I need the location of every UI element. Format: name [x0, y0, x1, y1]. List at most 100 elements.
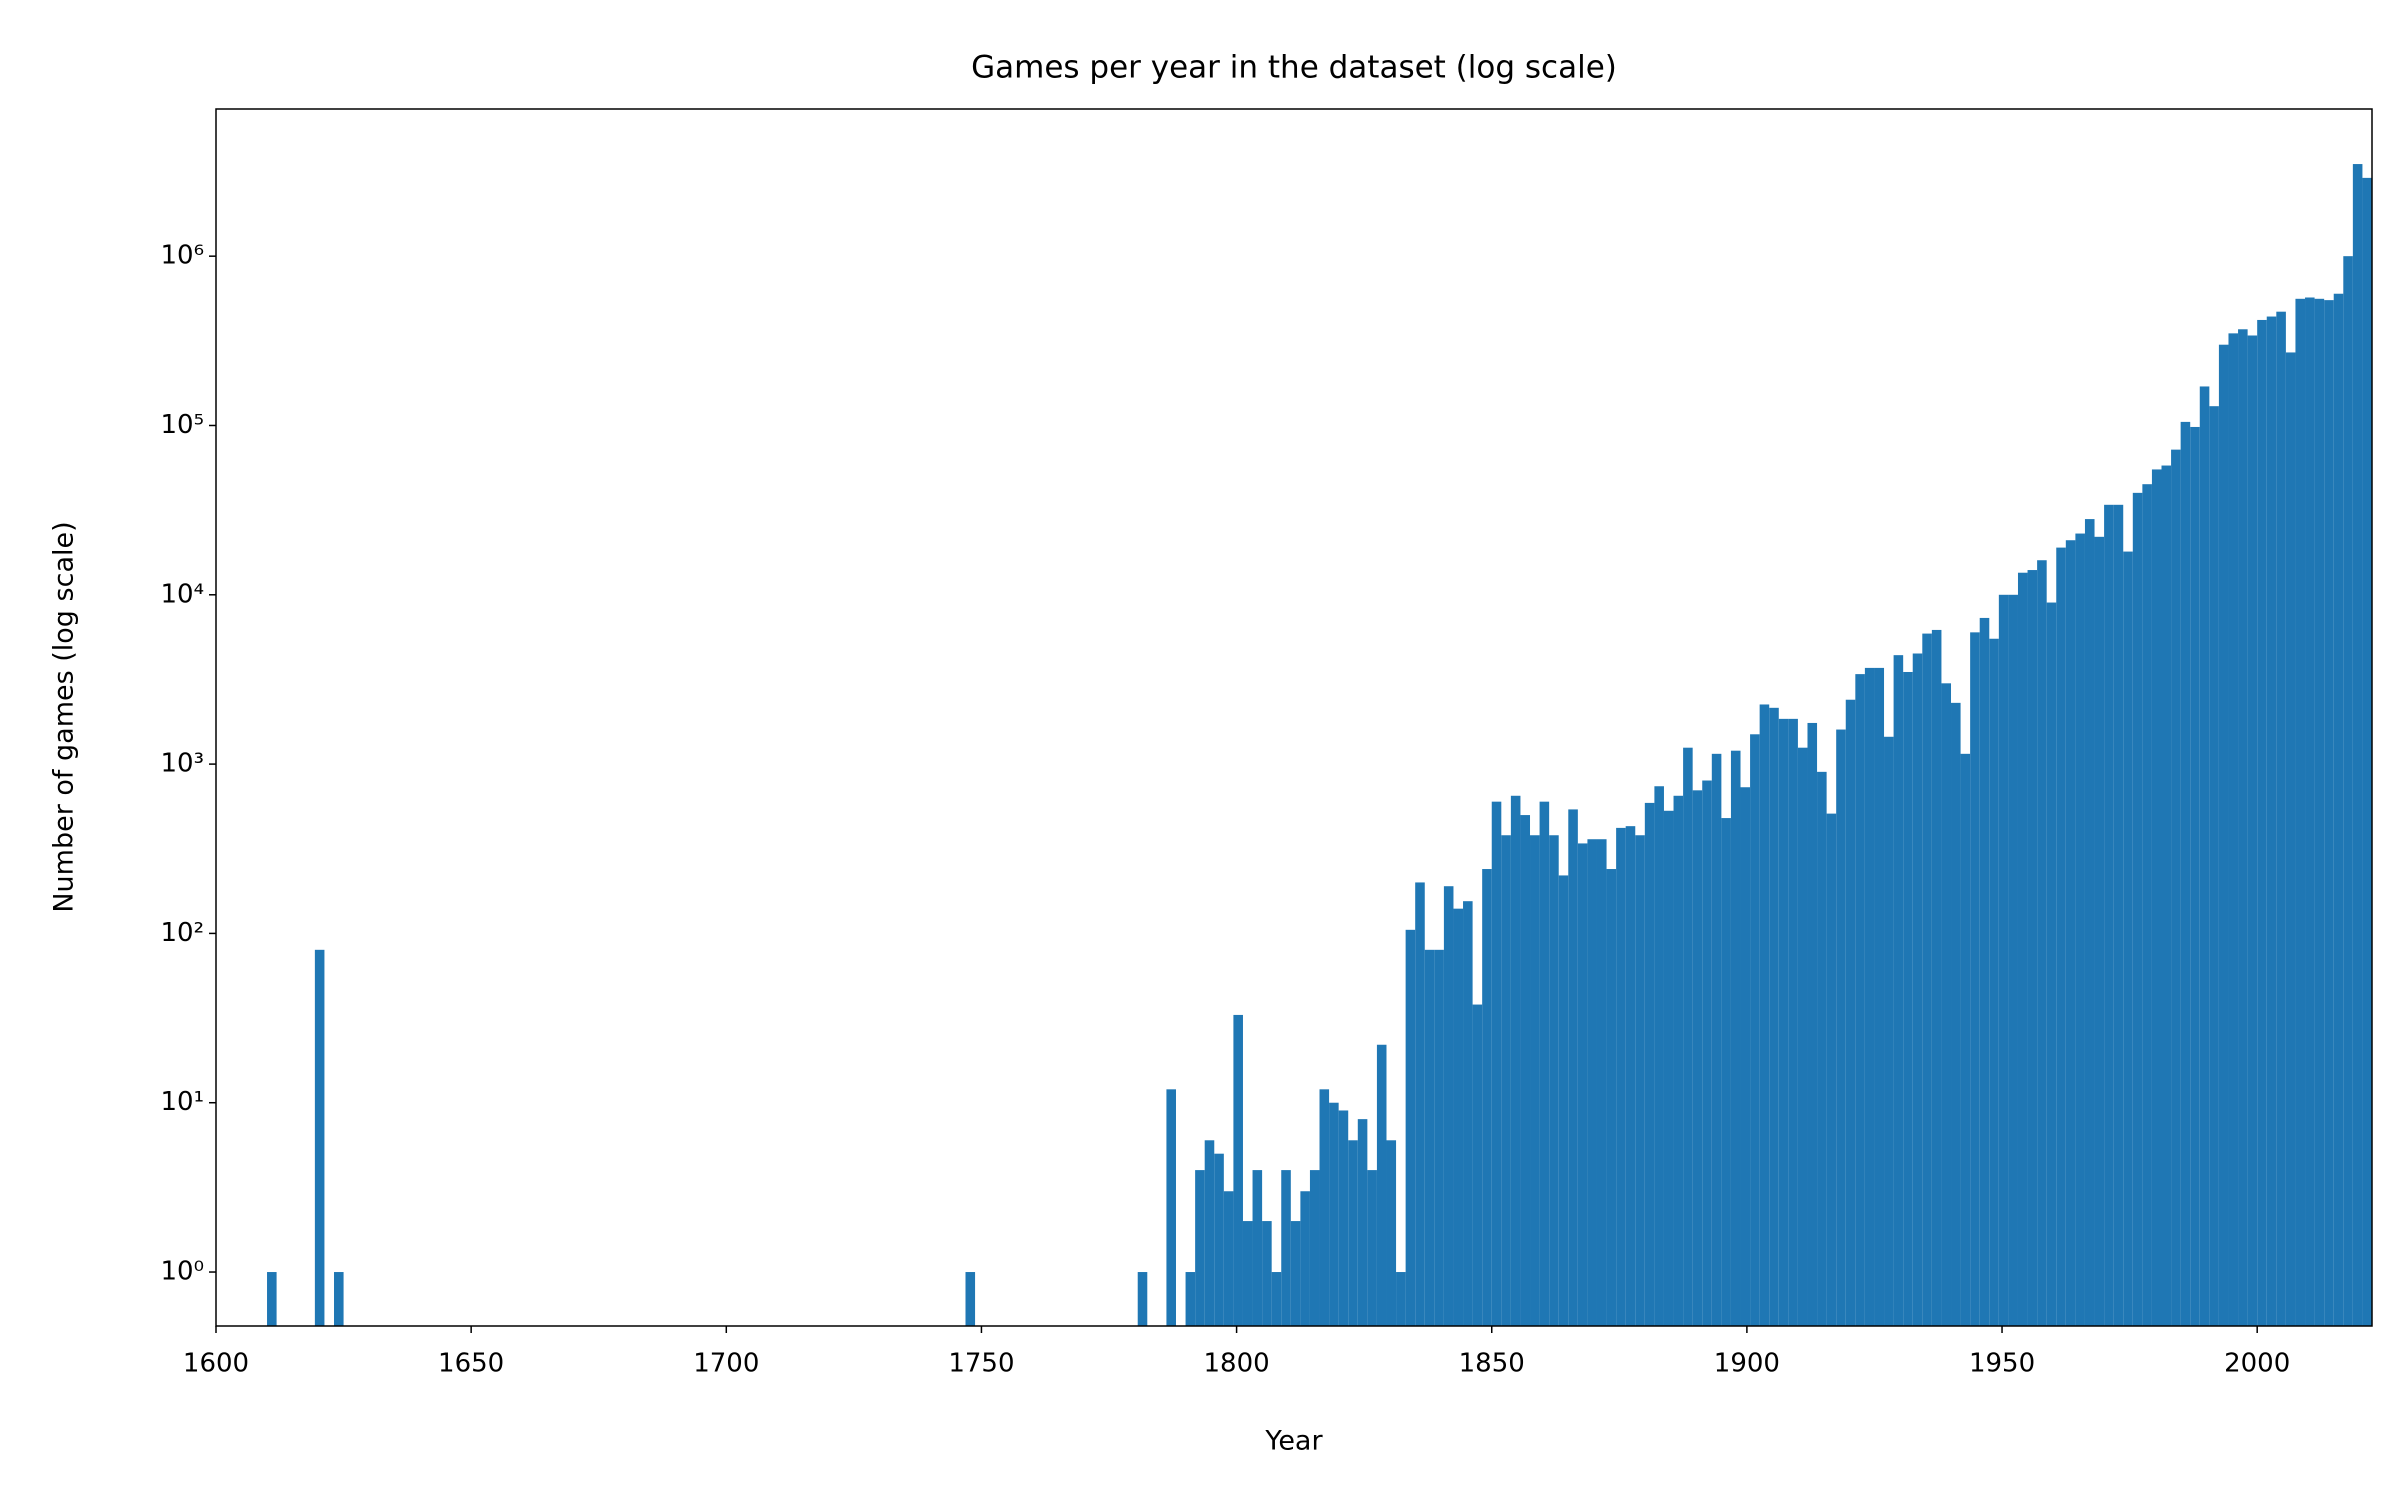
- bar: [1721, 818, 1731, 1326]
- bar: [1185, 1272, 1196, 1326]
- bar: [1501, 835, 1511, 1326]
- bar: [1606, 869, 1617, 1326]
- x-tick-label: 1900: [1714, 1349, 1780, 1379]
- bar: [1252, 1170, 1263, 1326]
- bar: [1845, 699, 1856, 1326]
- bar: [2190, 426, 2200, 1327]
- bar: [1692, 790, 1703, 1326]
- bar: [1510, 795, 1521, 1326]
- bar: [2343, 256, 2353, 1326]
- bar: [1797, 747, 1808, 1326]
- bar: [1711, 753, 1722, 1326]
- bar: [2171, 449, 2181, 1327]
- bar: [2104, 504, 2114, 1326]
- x-tick-label: 2000: [2224, 1349, 2290, 1379]
- bar: [1730, 750, 1741, 1326]
- bar: [1396, 1272, 1406, 1326]
- bar: [1836, 729, 1846, 1326]
- bar: [1960, 753, 1971, 1326]
- bar: [1951, 702, 1961, 1326]
- bar: [314, 949, 325, 1326]
- bar: [2352, 164, 2363, 1327]
- bar: [1290, 1221, 1301, 1326]
- bar: [2218, 344, 2229, 1326]
- bar: [1750, 734, 1760, 1326]
- bar: [1376, 1044, 1387, 1326]
- bar: [1405, 929, 1416, 1326]
- bar: [2295, 298, 2306, 1327]
- bar: [2276, 311, 2286, 1326]
- bar: [1434, 949, 1444, 1326]
- bar: [1348, 1140, 1358, 1326]
- bar: [1386, 1140, 1397, 1326]
- y-tick-label: 10⁰: [160, 1257, 204, 1287]
- bar: [1472, 1004, 1483, 1326]
- bar: [1970, 632, 1980, 1326]
- bar: [1931, 629, 1942, 1326]
- bar: [2209, 406, 2219, 1326]
- bar: [1549, 835, 1559, 1326]
- bar: [1300, 1191, 1310, 1326]
- bar: [1826, 813, 1837, 1326]
- bar: [334, 1272, 344, 1326]
- x-tick-label: 1950: [1969, 1349, 2035, 1379]
- bar: [1539, 801, 1550, 1326]
- bar: [1903, 671, 1913, 1326]
- bar: [2008, 594, 2018, 1326]
- bar: [2113, 504, 2124, 1326]
- bar: [1558, 875, 1569, 1326]
- bar: [2228, 333, 2239, 1326]
- bar: [1223, 1191, 1234, 1326]
- x-tick-label: 1600: [183, 1349, 249, 1379]
- bar: [2199, 386, 2210, 1326]
- bar: [1338, 1110, 1349, 1326]
- bar: [1740, 787, 1751, 1326]
- bar: [2161, 465, 2172, 1326]
- bar: [1443, 886, 1454, 1326]
- bar: [1319, 1089, 1330, 1326]
- bar: [2362, 177, 2372, 1326]
- bar: [1616, 827, 1626, 1326]
- bar: [2333, 293, 2344, 1326]
- bar: [2285, 352, 2296, 1326]
- bar: [1941, 683, 1952, 1326]
- y-tick-label: 10⁴: [160, 579, 204, 609]
- bar: [1195, 1170, 1205, 1326]
- bar: [1769, 707, 1779, 1326]
- y-tick-label: 10¹: [160, 1087, 204, 1117]
- bar: [2151, 469, 2162, 1326]
- chart-title: Games per year in the dataset (log scale…: [971, 50, 1617, 86]
- bar: [1309, 1170, 1320, 1326]
- bar: [1357, 1119, 1368, 1326]
- bar: [2324, 300, 2334, 1326]
- bar: [1596, 839, 1607, 1326]
- bar: [2142, 484, 2152, 1327]
- bar: [1998, 594, 2009, 1326]
- bar: [1874, 667, 1885, 1326]
- bar: [965, 1272, 976, 1326]
- bar: [1482, 869, 1492, 1326]
- bar: [1491, 801, 1502, 1326]
- bar: [1625, 826, 1636, 1326]
- bar: [1166, 1089, 1176, 1326]
- bar: [1817, 771, 1827, 1326]
- y-tick-label: 10⁶: [160, 241, 204, 271]
- bar: [2094, 536, 2105, 1326]
- x-tick-label: 1700: [693, 1349, 759, 1379]
- bar: [1367, 1170, 1377, 1326]
- x-axis-label: Year: [1264, 1426, 1323, 1457]
- bar: [2180, 421, 2191, 1326]
- bar: [1137, 1272, 1148, 1326]
- bar: [2266, 316, 2277, 1326]
- bar: [1884, 736, 1894, 1326]
- bar: [1530, 835, 1540, 1326]
- bar: [1415, 882, 1425, 1326]
- x-tick-label: 1750: [948, 1349, 1014, 1379]
- x-tick-label: 1850: [1459, 1349, 1525, 1379]
- bar: [2065, 540, 2076, 1326]
- bar: [1702, 780, 1712, 1326]
- bar: [1654, 786, 1664, 1326]
- bar: [1424, 949, 1435, 1326]
- bar: [1673, 795, 1684, 1326]
- bar: [1663, 810, 1674, 1326]
